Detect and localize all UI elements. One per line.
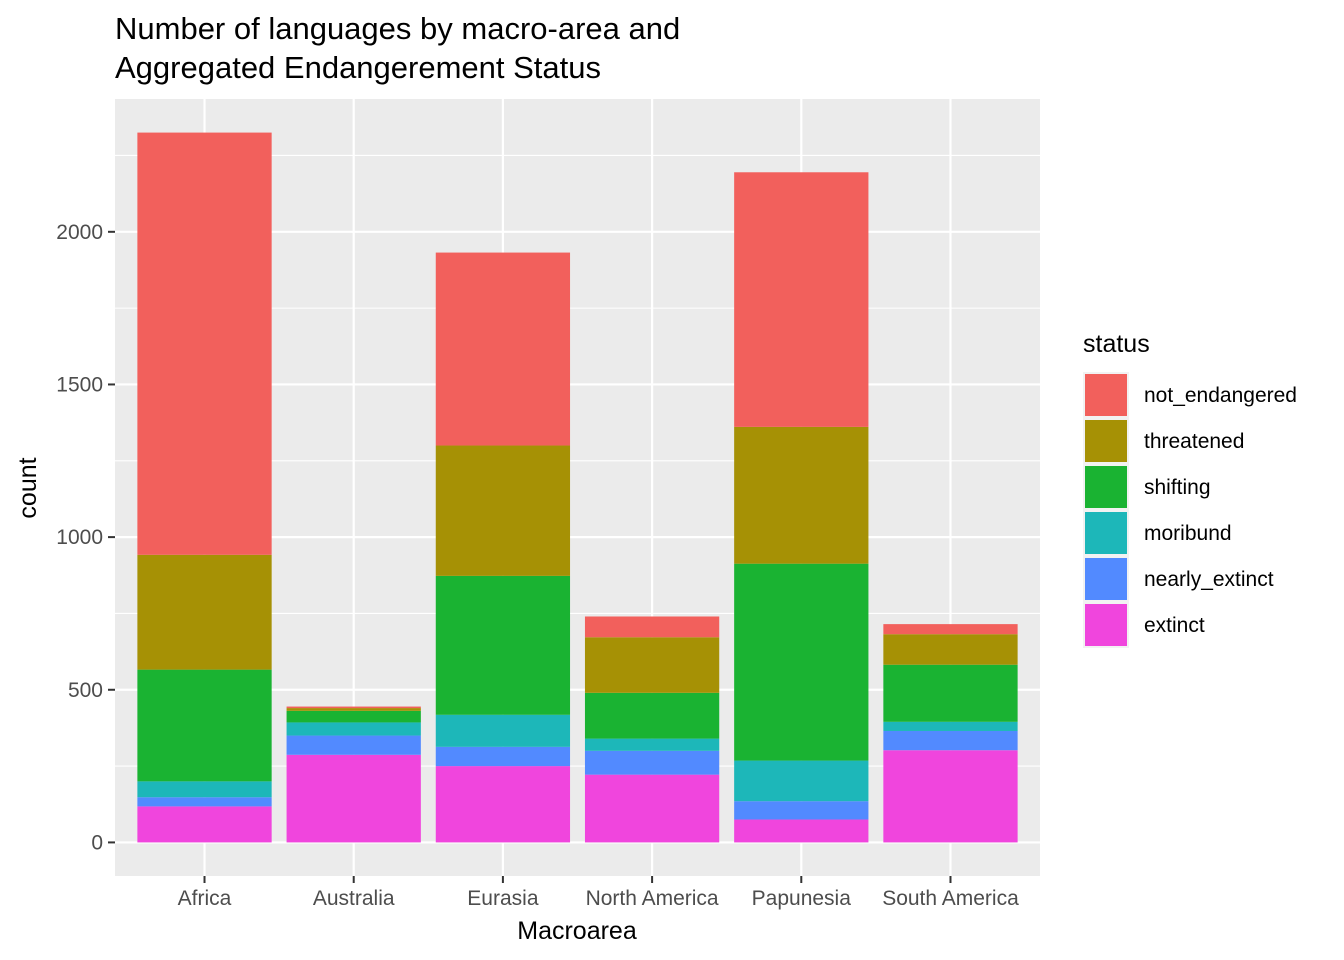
bars xyxy=(137,132,1018,843)
bar-threatened xyxy=(435,445,571,576)
x-axis-ticks: Africa Australia Eurasia North America Papun… xyxy=(178,876,1019,910)
x-tick-label: Africa xyxy=(178,887,232,910)
x-tick-label: Australia xyxy=(313,887,395,910)
bar-not_endangered xyxy=(584,616,720,638)
bar-moribund xyxy=(734,760,869,802)
legend-label-shifting: shifting xyxy=(1144,476,1211,499)
y-tick-label: 500 xyxy=(68,679,103,702)
bar-nearly_extinct xyxy=(883,730,1018,751)
x-tick-label: Papunesia xyxy=(752,887,852,910)
bar-threatened xyxy=(584,637,720,693)
bar-not_endangered xyxy=(883,624,1018,635)
legend: status not_endangered threatened shifting m… xyxy=(1083,330,1297,648)
bar-extinct xyxy=(286,754,421,843)
legend-swatch-moribund xyxy=(1085,512,1127,554)
y-tick-label: 1000 xyxy=(56,526,103,549)
bar-shifting xyxy=(584,692,720,739)
bar-extinct xyxy=(734,819,869,843)
bar-moribund xyxy=(883,721,1018,731)
legend-label-threatened: threatened xyxy=(1144,430,1244,453)
bar-extinct xyxy=(435,766,571,843)
legend-label-extinct: extinct xyxy=(1144,614,1205,637)
bar-extinct xyxy=(883,750,1018,843)
chart-title-line-1: Number of languages by macro-area and xyxy=(115,11,680,46)
legend-swatch-shifting xyxy=(1085,466,1127,508)
bar-extinct xyxy=(137,806,272,843)
x-axis-title: Macroarea xyxy=(517,917,637,945)
legend-label-not_endangered: not_endangered xyxy=(1144,384,1297,407)
bar-threatened xyxy=(883,634,1018,665)
legend-swatch-nearly_extinct xyxy=(1085,558,1127,600)
bar-nearly_extinct xyxy=(137,797,272,807)
legend-swatch-not_endangered xyxy=(1085,374,1127,416)
bar-shifting xyxy=(734,563,869,761)
bar-threatened xyxy=(137,554,272,670)
legend-label-nearly_extinct: nearly_extinct xyxy=(1144,568,1274,591)
legend-swatch-extinct xyxy=(1085,604,1127,646)
bar-extinct xyxy=(584,774,720,843)
bar-moribund xyxy=(435,714,571,747)
bar-nearly_extinct xyxy=(435,746,571,767)
bar-shifting xyxy=(137,669,272,782)
bar-threatened xyxy=(286,708,421,711)
y-axis-ticks: 0 500 1000 1500 2000 xyxy=(56,221,115,854)
bar-shifting xyxy=(435,575,571,715)
bar-not_endangered xyxy=(435,252,571,446)
y-tick-label: 1500 xyxy=(56,373,103,396)
y-tick-label: 2000 xyxy=(56,221,103,244)
legend-label-moribund: moribund xyxy=(1144,522,1232,545)
x-tick-label: Eurasia xyxy=(467,887,539,910)
legend-swatch-threatened xyxy=(1085,420,1127,462)
bar-moribund xyxy=(584,738,720,751)
bar-moribund xyxy=(137,781,272,798)
bar-not_endangered xyxy=(137,132,272,555)
bar-shifting xyxy=(286,710,421,723)
bar-nearly_extinct xyxy=(286,735,421,755)
bar-moribund xyxy=(286,722,421,736)
bar-nearly_extinct xyxy=(584,750,720,775)
bar-not_endangered xyxy=(734,172,869,427)
chart-title-line-2: Aggregated Endangerement Status xyxy=(115,50,601,85)
y-tick-label: 0 xyxy=(91,831,103,854)
bar-nearly_extinct xyxy=(734,801,869,820)
y-axis-title: count xyxy=(14,457,42,518)
legend-title: status xyxy=(1083,330,1150,358)
x-tick-label: North America xyxy=(586,887,719,910)
bar-not_endangered xyxy=(286,706,421,709)
x-tick-label: South America xyxy=(882,887,1019,910)
bar-threatened xyxy=(734,426,869,564)
bar-shifting xyxy=(883,664,1018,722)
